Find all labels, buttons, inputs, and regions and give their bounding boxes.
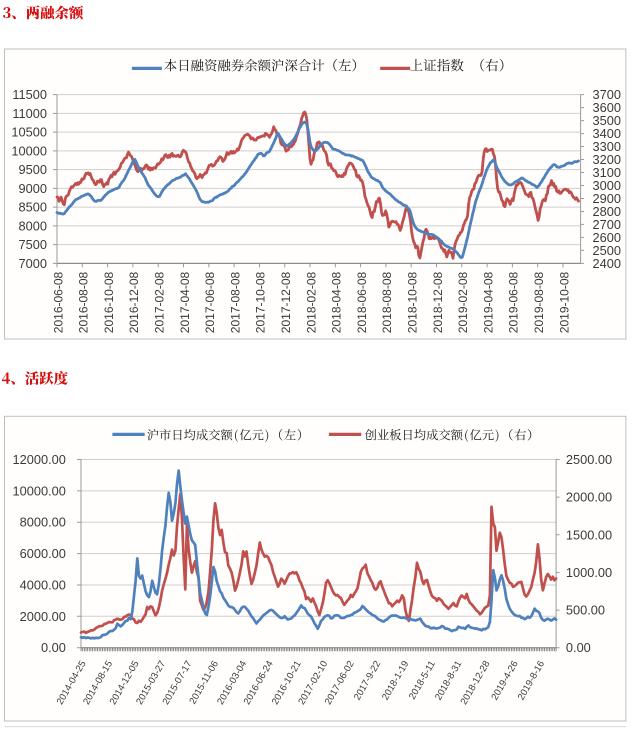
svg-text:1000.00: 1000.00: [566, 565, 612, 580]
svg-text:3100: 3100: [593, 165, 621, 180]
svg-text:2019-06-08: 2019-06-08: [507, 271, 521, 333]
svg-text:8500: 8500: [19, 200, 47, 215]
svg-text:2500: 2500: [593, 243, 621, 258]
svg-text:12000.00: 12000.00: [13, 452, 66, 467]
svg-text:2017-04-08: 2017-04-08: [178, 271, 192, 333]
svg-text:11000: 11000: [12, 106, 47, 121]
svg-text:2018-10-08: 2018-10-08: [406, 271, 420, 333]
svg-text:2600: 2600: [593, 230, 621, 245]
svg-text:9500: 9500: [19, 162, 47, 177]
svg-text:2018-06-08: 2018-06-08: [355, 271, 369, 333]
svg-text:2700: 2700: [593, 217, 621, 232]
svg-text:6000.00: 6000.00: [20, 546, 66, 561]
svg-text:3000: 3000: [593, 178, 621, 193]
svg-text:10000: 10000: [11, 143, 47, 158]
svg-text:7500: 7500: [19, 237, 47, 252]
svg-text:0.00: 0.00: [566, 640, 591, 655]
svg-text:2016-08-08: 2016-08-08: [77, 271, 91, 333]
svg-text:2019-08-08: 2019-08-08: [532, 271, 546, 333]
svg-text:2016-12-08: 2016-12-08: [127, 271, 141, 333]
svg-text:10500: 10500: [11, 125, 47, 140]
svg-text:2400: 2400: [593, 256, 621, 271]
svg-text:2017-10-08: 2017-10-08: [254, 271, 268, 333]
svg-text:4000.00: 4000.00: [20, 578, 66, 593]
svg-text:2018-08-08: 2018-08-08: [380, 271, 394, 333]
svg-text:2019-02-08: 2019-02-08: [456, 271, 470, 333]
svg-text:3600: 3600: [593, 100, 621, 115]
svg-text:2018-04-08: 2018-04-08: [330, 271, 344, 333]
svg-text:8000: 8000: [19, 218, 47, 233]
svg-text:3500: 3500: [593, 113, 621, 128]
svg-text:2017-02-08: 2017-02-08: [153, 271, 167, 333]
svg-text:2900: 2900: [593, 191, 621, 206]
svg-text:2000.00: 2000.00: [566, 490, 612, 505]
svg-text:9000: 9000: [19, 181, 47, 196]
svg-text:8000.00: 8000.00: [20, 515, 66, 530]
svg-text:1500.00: 1500.00: [566, 527, 612, 542]
svg-text:3300: 3300: [593, 139, 621, 154]
svg-text:2017-12-08: 2017-12-08: [279, 271, 293, 333]
svg-text:2017-06-08: 2017-06-08: [203, 271, 217, 333]
svg-text:2018-02-08: 2018-02-08: [304, 271, 318, 333]
svg-text:2018-12-08: 2018-12-08: [431, 271, 445, 333]
svg-text:2800: 2800: [593, 204, 621, 219]
svg-text:2500.00: 2500.00: [566, 452, 612, 467]
svg-text:2019-04-08: 2019-04-08: [481, 271, 495, 333]
svg-text:0.00: 0.00: [41, 640, 66, 655]
svg-text:2000.00: 2000.00: [20, 609, 66, 624]
svg-text:2017-08-08: 2017-08-08: [228, 271, 242, 333]
svg-text:7000: 7000: [19, 256, 47, 271]
svg-text:2016-10-08: 2016-10-08: [102, 271, 116, 333]
svg-text:10000.00: 10000.00: [13, 483, 66, 498]
svg-text:2016-06-08: 2016-06-08: [51, 271, 65, 333]
svg-text:3200: 3200: [593, 152, 621, 167]
svg-text:3400: 3400: [593, 126, 621, 141]
svg-text:500.00: 500.00: [566, 603, 605, 618]
svg-text:11500: 11500: [12, 87, 47, 102]
svg-text:3700: 3700: [593, 87, 621, 102]
svg-text:2019-10-08: 2019-10-08: [557, 271, 571, 333]
